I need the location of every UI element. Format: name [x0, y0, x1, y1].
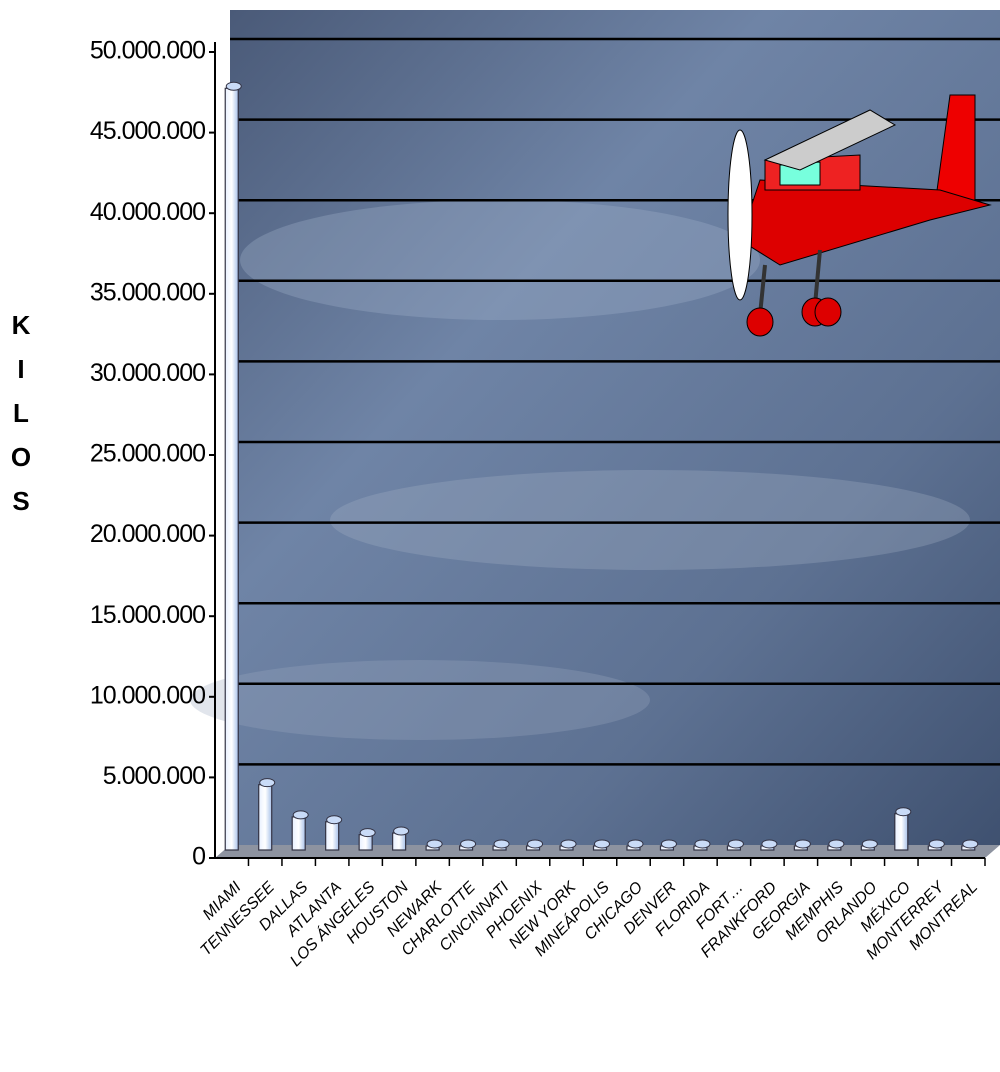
bar-group [693, 839, 711, 851]
bar-top [627, 839, 644, 849]
bar-group [793, 839, 811, 851]
bar-group [358, 828, 376, 851]
bar-top [694, 839, 711, 849]
bar-group [559, 839, 577, 851]
bar-top [527, 839, 544, 849]
y-tick-label: 25.000.000 [90, 440, 205, 468]
bar-top [259, 778, 276, 788]
bar [224, 87, 239, 851]
plot-background [230, 10, 1000, 845]
bar-top [594, 839, 610, 849]
bar [325, 821, 340, 851]
bar-top [460, 839, 477, 849]
bar-top [225, 81, 242, 91]
bar-top [560, 839, 577, 849]
bar-top [761, 839, 778, 849]
bar-group [659, 839, 677, 851]
bar-top [660, 839, 677, 849]
y-tick-label: 45.000.000 [90, 117, 205, 145]
y-tick-label: 5.000.000 [103, 762, 205, 790]
bar-group [224, 81, 242, 851]
bar-group [726, 839, 744, 851]
bar-group [258, 778, 276, 851]
bar-top [359, 828, 376, 838]
bar-group [392, 826, 410, 851]
bar [894, 813, 909, 851]
bar-top [426, 839, 443, 849]
bar-group [425, 839, 443, 851]
airplane [727, 94, 992, 337]
bar-top [861, 839, 878, 849]
cloud [240, 200, 760, 320]
bar-group [827, 839, 845, 851]
y-tick-label: 15.000.000 [90, 601, 205, 629]
plane-gear [758, 264, 767, 316]
plane-propeller [727, 129, 753, 301]
plane-wheel [746, 307, 774, 337]
bar [291, 816, 306, 851]
bar-group [492, 839, 510, 851]
bar-top [794, 839, 811, 849]
plane-gear [813, 249, 822, 306]
bar [258, 784, 273, 851]
bar-top [962, 839, 979, 849]
bar-group [458, 839, 477, 851]
bar-top [393, 826, 410, 836]
cloud [330, 470, 970, 570]
bar-group [592, 839, 610, 851]
bar-group [894, 807, 912, 851]
bar [392, 832, 407, 851]
bar-group [760, 839, 778, 851]
bar-group [325, 815, 343, 851]
y-tick-label: 20.000.000 [90, 520, 205, 548]
y-tick-label: 30.000.000 [90, 359, 205, 387]
bar-group [961, 839, 979, 851]
bar-group [927, 839, 945, 851]
bar-top [493, 839, 510, 849]
plane-wheel [814, 297, 842, 327]
y-tick-label: 40.000.000 [90, 198, 205, 226]
bar-top [727, 839, 744, 849]
bar-top [292, 810, 309, 820]
bar-top [928, 839, 945, 849]
bar-group [525, 839, 544, 851]
y-tick-label: 0 [192, 843, 205, 871]
plane-wing [763, 109, 897, 171]
bar-group [860, 839, 878, 851]
y-tick-label: 50.000.000 [90, 37, 205, 65]
bar-top [326, 815, 343, 825]
bar-group [291, 810, 309, 851]
bar-top [828, 839, 845, 849]
y-axis-title: KILOS [6, 310, 36, 530]
bar-group [626, 839, 644, 851]
y-tick-label: 35.000.000 [90, 278, 205, 306]
bars [224, 81, 979, 851]
bar-top [895, 807, 912, 817]
cloud [190, 660, 650, 740]
y-tick-label: 10.000.000 [90, 681, 205, 709]
